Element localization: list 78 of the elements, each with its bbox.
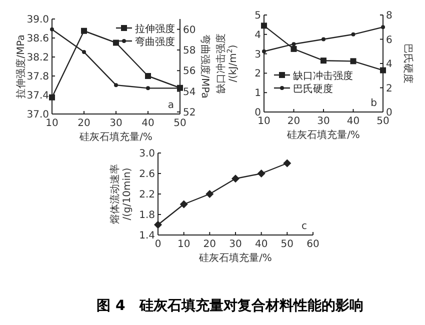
x-tick-label: 50 [174, 118, 186, 129]
point [180, 200, 188, 208]
y-tick-label: 2.6 [139, 169, 155, 180]
x-tick-label: 50 [376, 116, 390, 127]
y2-tick-label: 4 [386, 59, 392, 70]
x-tick-label: 30 [317, 116, 330, 127]
y-axis-title: 拉伸强度/MPa [15, 34, 27, 98]
point [381, 25, 385, 30]
y2-tick-label: 56 [183, 66, 196, 78]
x-axis-title: 硅灰石填充量/% [286, 129, 360, 141]
point [146, 86, 150, 90]
y2-tick-label: 58 [183, 45, 196, 56]
point [49, 94, 55, 100]
point [350, 58, 356, 64]
point [320, 58, 326, 64]
caption: 图 4 硅灰石填充量对复合材料性能的影响 [96, 297, 364, 314]
point [292, 42, 296, 46]
x-tick-label: 40 [142, 118, 154, 129]
point [232, 174, 240, 183]
y-tick-label: 37.8 [26, 72, 49, 82]
point [257, 170, 266, 178]
point [380, 67, 386, 74]
x-tick-label: 20 [78, 118, 90, 129]
legend-label: 巴氏硬度 [293, 83, 333, 95]
x-tick-label: 10 [258, 116, 270, 127]
point [283, 159, 292, 168]
y-tick-label: 38.6 [26, 34, 49, 44]
legend-label: 拉伸强度 [135, 23, 175, 35]
annotation: c [302, 221, 307, 232]
x-tick-label: 20 [287, 116, 300, 127]
y2-tick-label: 8 [386, 10, 392, 22]
y-axis-title: 熔体流动速率/(g/10min) [109, 164, 133, 224]
x-tick-label: 60 [306, 239, 320, 250]
x-tick-label: 40 [346, 116, 360, 127]
y2-tick-label: 6 [386, 34, 392, 46]
y-tick-label: 1.8 [139, 210, 155, 221]
x-tick-label: 30 [229, 239, 242, 250]
y2-axis-title: 弯曲强度/MPa [199, 34, 211, 98]
y2-tick-label: 52 [183, 107, 196, 118]
point [50, 27, 54, 32]
point [82, 50, 86, 54]
x-tick-label: 40 [254, 239, 268, 250]
y2-axis-title: 巴氏硬度 [402, 44, 414, 84]
legend-label: 弯曲强度 [135, 36, 175, 48]
y-tick-label: 38.2 [26, 52, 49, 64]
annotation: b [370, 98, 377, 109]
x-tick-label: 10 [46, 118, 58, 129]
y2-tick-label: 60 [183, 24, 196, 36]
point [145, 73, 151, 79]
point [81, 28, 87, 34]
y-tick-label: 37.4 [26, 90, 49, 102]
x-axis-title: 硅灰石填充量/% [78, 131, 152, 143]
x-tick-label: 10 [177, 239, 190, 250]
y-tick-label: 39.0 [26, 14, 49, 26]
legend-label: 缺口冲击强度 [293, 70, 353, 82]
y-tick-label: 1.4 [139, 230, 155, 242]
y2-tick-label: 2 [386, 83, 392, 94]
point [351, 32, 356, 36]
y-tick-label: 1 [254, 88, 261, 100]
point [113, 40, 119, 46]
y-tick-label: 2 [254, 68, 261, 80]
y-tick-label: 5 [254, 10, 261, 22]
x-tick-label: 30 [110, 118, 122, 129]
y-tick-label: 3 [254, 49, 261, 60]
annotation: a [168, 100, 174, 111]
point [322, 37, 326, 42]
x-axis-title: 硅灰石填充量/% [198, 252, 272, 264]
y-tick-label: 2.2 [139, 190, 155, 200]
y-tick-label: 3.0 [139, 148, 155, 160]
x-tick-label: 50 [280, 239, 294, 250]
y2-tick-label: 54 [183, 86, 196, 98]
x-tick-label: 20 [203, 239, 216, 250]
point [290, 46, 297, 52]
y-tick-label: 4 [254, 30, 261, 41]
point [261, 22, 267, 29]
point [154, 220, 162, 229]
point [114, 83, 118, 88]
point [206, 190, 214, 198]
